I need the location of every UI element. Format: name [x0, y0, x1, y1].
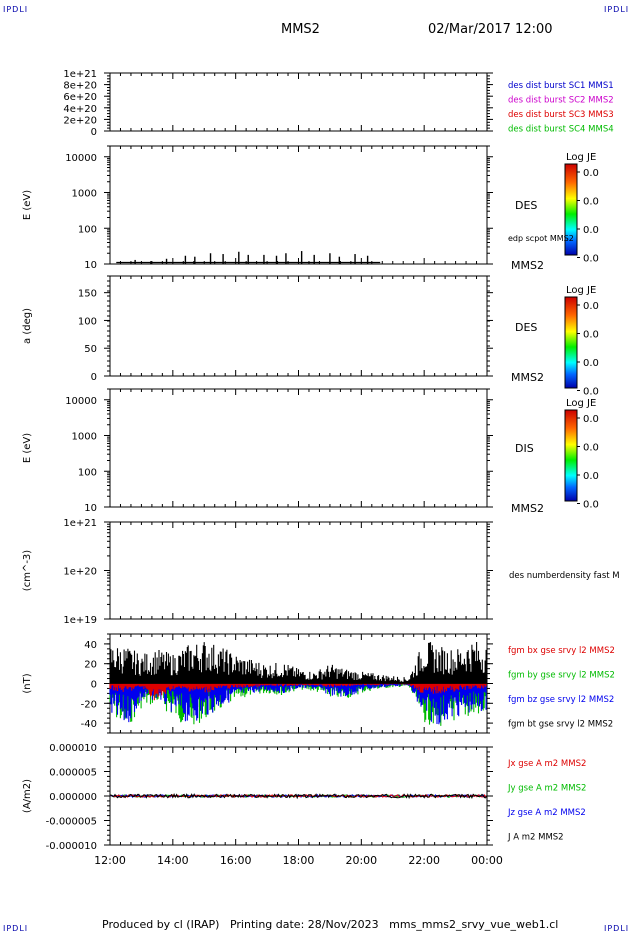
- legend-entry-p6: fgm by gse srvy l2 MMS2: [508, 671, 615, 681]
- overlay-legend-p2: edp scpot MMS2: [508, 234, 574, 243]
- time-tick-label: 18:00: [283, 854, 315, 867]
- colorbar-tick-label: 0.0: [583, 301, 599, 312]
- corner-label-bottom-left: IPDLI: [3, 924, 29, 933]
- time-tick-label: 14:00: [157, 854, 189, 867]
- panel-frame-p2: [109, 145, 488, 265]
- y-tick-label-p4: 100: [78, 467, 97, 478]
- corner-label-top-left: IPDLI: [3, 5, 29, 14]
- series-bx: [109, 683, 487, 701]
- y-tick-label-p4: 10000: [65, 396, 97, 407]
- y-tick-label-p4: 1000: [72, 432, 97, 443]
- header-datetime: 02/Mar/2017 12:00: [428, 22, 553, 37]
- y-tick-label-p6: -40: [81, 719, 97, 730]
- y-tick-label-p7: 0.000010: [49, 743, 97, 754]
- panel-frame-p4: [109, 388, 488, 508]
- y-axis-label-p4: E (eV): [22, 433, 33, 463]
- sc-label-p4: MMS2: [511, 502, 544, 515]
- y-axis-label-p3: a (deg): [22, 308, 33, 344]
- y-tick-label-p2: 100: [78, 224, 97, 235]
- y-tick-label-p1: 8e+20: [63, 81, 97, 92]
- legend-entry-p5: des numberdensity fast M: [509, 571, 620, 581]
- y-tick-label-p5: 1e+21: [63, 518, 97, 529]
- colorbar-title: Log JE: [566, 398, 596, 409]
- y-tick-label-p7: -0.000005: [46, 817, 97, 828]
- y-tick-label-p3: 0: [91, 372, 97, 383]
- legend-entry-p1: des dist burst SC4 MMS4: [508, 125, 614, 135]
- y-tick-label-p3: 50: [84, 344, 97, 355]
- y-tick-label-p7: 0.000000: [49, 792, 97, 803]
- legend-entry-p7: Jx gse A m2 MMS2: [507, 759, 586, 769]
- colorbar-tick-label: 0.0: [583, 168, 599, 179]
- y-tick-label-p5: 1e+19: [63, 615, 97, 626]
- y-axis-label-p5: (cm^-3): [22, 550, 33, 591]
- colorbar-tick-label: 0.0: [583, 330, 599, 341]
- colorbar: [564, 409, 578, 502]
- y-tick-label-p3: 150: [78, 289, 97, 300]
- colorbar-tick-label: 0.0: [583, 443, 599, 454]
- side-label-p3: DES: [515, 321, 537, 334]
- y-tick-label-p1: 2e+20: [63, 115, 97, 126]
- side-label-p4: DIS: [515, 442, 534, 455]
- legend-entry-p6: fgm bx gse srvy l2 MMS2: [508, 646, 615, 656]
- y-tick-label-p6: 20: [84, 660, 97, 671]
- series-j-3: [109, 793, 488, 800]
- colorbar-tick-label: 0.0: [583, 225, 599, 236]
- y-tick-label-p2: 1000: [72, 189, 97, 200]
- panel-frame-p5: [109, 521, 488, 620]
- time-tick-label: 12:00: [94, 854, 126, 867]
- y-axis-label-p7: (A/m2): [22, 779, 33, 813]
- series-bt: [109, 642, 487, 684]
- colorbar-tick-label: 0.0: [583, 197, 599, 208]
- y-tick-label-p2: 10000: [65, 153, 97, 164]
- y-tick-label-p6: 0: [91, 680, 97, 691]
- colorbar-tick-label: 0.0: [583, 254, 599, 265]
- legend-entry-p6: fgm bz gse srvy l2 MMS2: [508, 695, 614, 705]
- legend-entry-p7: J A m2 MMS2: [507, 833, 564, 843]
- sc-label-p2: MMS2: [511, 259, 544, 272]
- legend-entry-p1: des dist burst SC1 MMS1: [508, 81, 614, 91]
- time-tick-label: 22:00: [408, 854, 440, 867]
- legend-entry-p1: des dist burst SC3 MMS3: [508, 110, 614, 120]
- panel-frame-p3: [109, 275, 488, 377]
- sc-label-p3: MMS2: [511, 371, 544, 384]
- y-tick-label-p3: 100: [78, 316, 97, 327]
- colorbar-tick-label: 0.0: [583, 387, 599, 398]
- corner-label-bottom-right: IPDLI: [604, 924, 630, 933]
- y-tick-label-p1: 4e+20: [63, 104, 97, 115]
- colorbar-tick-label: 0.0: [583, 500, 599, 511]
- legend-entry-p7: Jz gse A m2 MMS2: [507, 808, 586, 818]
- colorbar: [564, 296, 578, 389]
- colorbar-title: Log JE: [566, 152, 596, 163]
- colorbar-tick-label: 0.0: [583, 471, 599, 482]
- colorbar-title: Log JE: [566, 285, 596, 296]
- colorbar-tick-label: 0.0: [583, 414, 599, 425]
- y-tick-label-p5: 1e+20: [63, 567, 97, 578]
- y-tick-label-p1: 1e+21: [63, 69, 97, 80]
- side-label-p2: DES: [515, 199, 537, 212]
- y-tick-label-p6: -20: [81, 699, 97, 710]
- header-spacecraft: MMS2: [281, 22, 320, 37]
- series-j-2: [109, 793, 487, 798]
- corner-label-top-right: IPDLI: [604, 5, 630, 14]
- y-tick-label-p7: -0.000010: [46, 841, 97, 852]
- colorbar: [564, 163, 578, 256]
- y-axis-label-p6: (nT): [22, 673, 33, 693]
- y-axis-label-p2: E (eV): [22, 190, 33, 220]
- y-tick-label-p1: 0: [91, 127, 97, 138]
- time-tick-label: 16:00: [220, 854, 252, 867]
- legend-entry-p1: des dist burst SC2 MMS2: [508, 96, 614, 106]
- panel-frame-p1: [109, 72, 488, 132]
- y-tick-label-p7: 0.000005: [49, 768, 97, 779]
- footer-text: Produced by cl (IRAP) Printing date: 28/…: [102, 918, 559, 931]
- time-tick-label: 00:00: [471, 854, 503, 867]
- colorbar-tick-label: 0.0: [583, 358, 599, 369]
- legend-entry-p6: fgm bt gse srvy l2 MMS2: [508, 720, 613, 730]
- y-tick-label-p2: 10: [84, 260, 97, 271]
- legend-entry-p7: Jy gse A m2 MMS2: [507, 784, 586, 794]
- y-tick-label-p4: 10: [84, 503, 97, 514]
- time-tick-label: 20:00: [345, 854, 377, 867]
- y-tick-label-p6: 40: [84, 640, 97, 651]
- y-tick-label-p1: 6e+20: [63, 92, 97, 103]
